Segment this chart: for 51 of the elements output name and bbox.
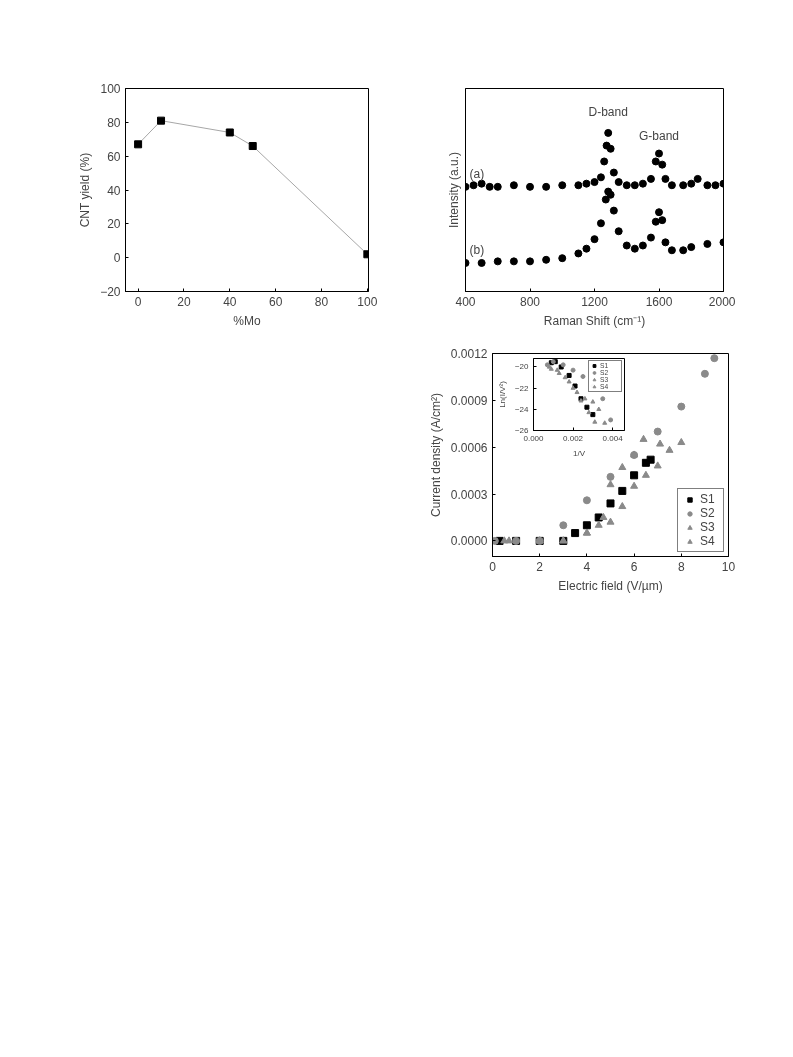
x-tick-label: 0.004 — [602, 433, 624, 443]
x-tick-label: 60 — [268, 294, 283, 309]
x-tick-label: 10 — [721, 559, 736, 574]
y-tick-label: 100 — [100, 82, 121, 96]
y-tick-label: 0.0003 — [450, 487, 488, 502]
y-tick-label: 0 — [113, 251, 121, 266]
y-tick-label: −26 — [514, 426, 530, 435]
annotation: D-band — [588, 104, 628, 119]
x-axis-title: %Mo — [233, 313, 261, 328]
y-tick-label: −20 — [514, 362, 530, 372]
y-axis-title: CNT yield (%) — [78, 152, 93, 228]
x-tick-label: 400 — [455, 294, 476, 309]
x-axis-title: Electric field (V/µm) — [558, 578, 663, 593]
x-tick-label: 6 — [630, 559, 638, 574]
x-tick-label: 8 — [677, 559, 685, 574]
x-tick-label: 40 — [223, 294, 237, 309]
x-axis-title: Raman Shift (cm⁻¹) — [543, 313, 646, 328]
y-tick-label: −22 — [514, 383, 530, 393]
y-tick-label: 0.0012 — [450, 347, 488, 361]
x-axis-title: 1/V — [573, 448, 586, 458]
x-tick-label: 2 — [536, 559, 544, 574]
y-tick-label: 20 — [107, 217, 121, 232]
y-tick-label: 60 — [107, 149, 121, 164]
y-tick-label: −24 — [514, 404, 530, 414]
x-tick-label: 2000 — [708, 294, 736, 309]
legend-label: S2 — [700, 506, 716, 520]
y-tick-label: −20 — [100, 285, 121, 299]
y-tick-label: 0.0006 — [450, 440, 488, 455]
legend-label: S3 — [700, 520, 716, 534]
legend-label: S4 — [700, 534, 716, 548]
x-tick-label: 1200 — [581, 294, 609, 309]
y-tick-label: 80 — [107, 115, 121, 130]
y-tick-label: 0.0000 — [450, 534, 488, 549]
x-tick-label: 0 — [134, 294, 142, 309]
x-tick-label: 0.000 — [523, 433, 545, 443]
y-tick-label: 40 — [107, 183, 121, 198]
x-tick-label: 1600 — [645, 294, 673, 309]
series-label: (b) — [469, 242, 485, 257]
x-tick-label: 4 — [583, 559, 591, 574]
legend-label: S1 — [700, 492, 716, 506]
x-tick-label: 80 — [314, 294, 329, 309]
x-tick-label: 100 — [357, 294, 378, 309]
series-label: (a) — [469, 166, 485, 181]
y-axis-title: Intensity (a.u.) — [446, 151, 461, 229]
x-tick-label: 800 — [519, 294, 541, 309]
y-axis-title: Ln(I/V²) — [497, 380, 507, 408]
x-tick-label: 0.002 — [563, 433, 584, 443]
annotation: G-band — [638, 128, 680, 143]
x-tick-label: 20 — [177, 294, 191, 309]
y-tick-label: 0.0009 — [450, 393, 488, 408]
y-axis-title: Current density (A/cm²) — [428, 392, 443, 518]
